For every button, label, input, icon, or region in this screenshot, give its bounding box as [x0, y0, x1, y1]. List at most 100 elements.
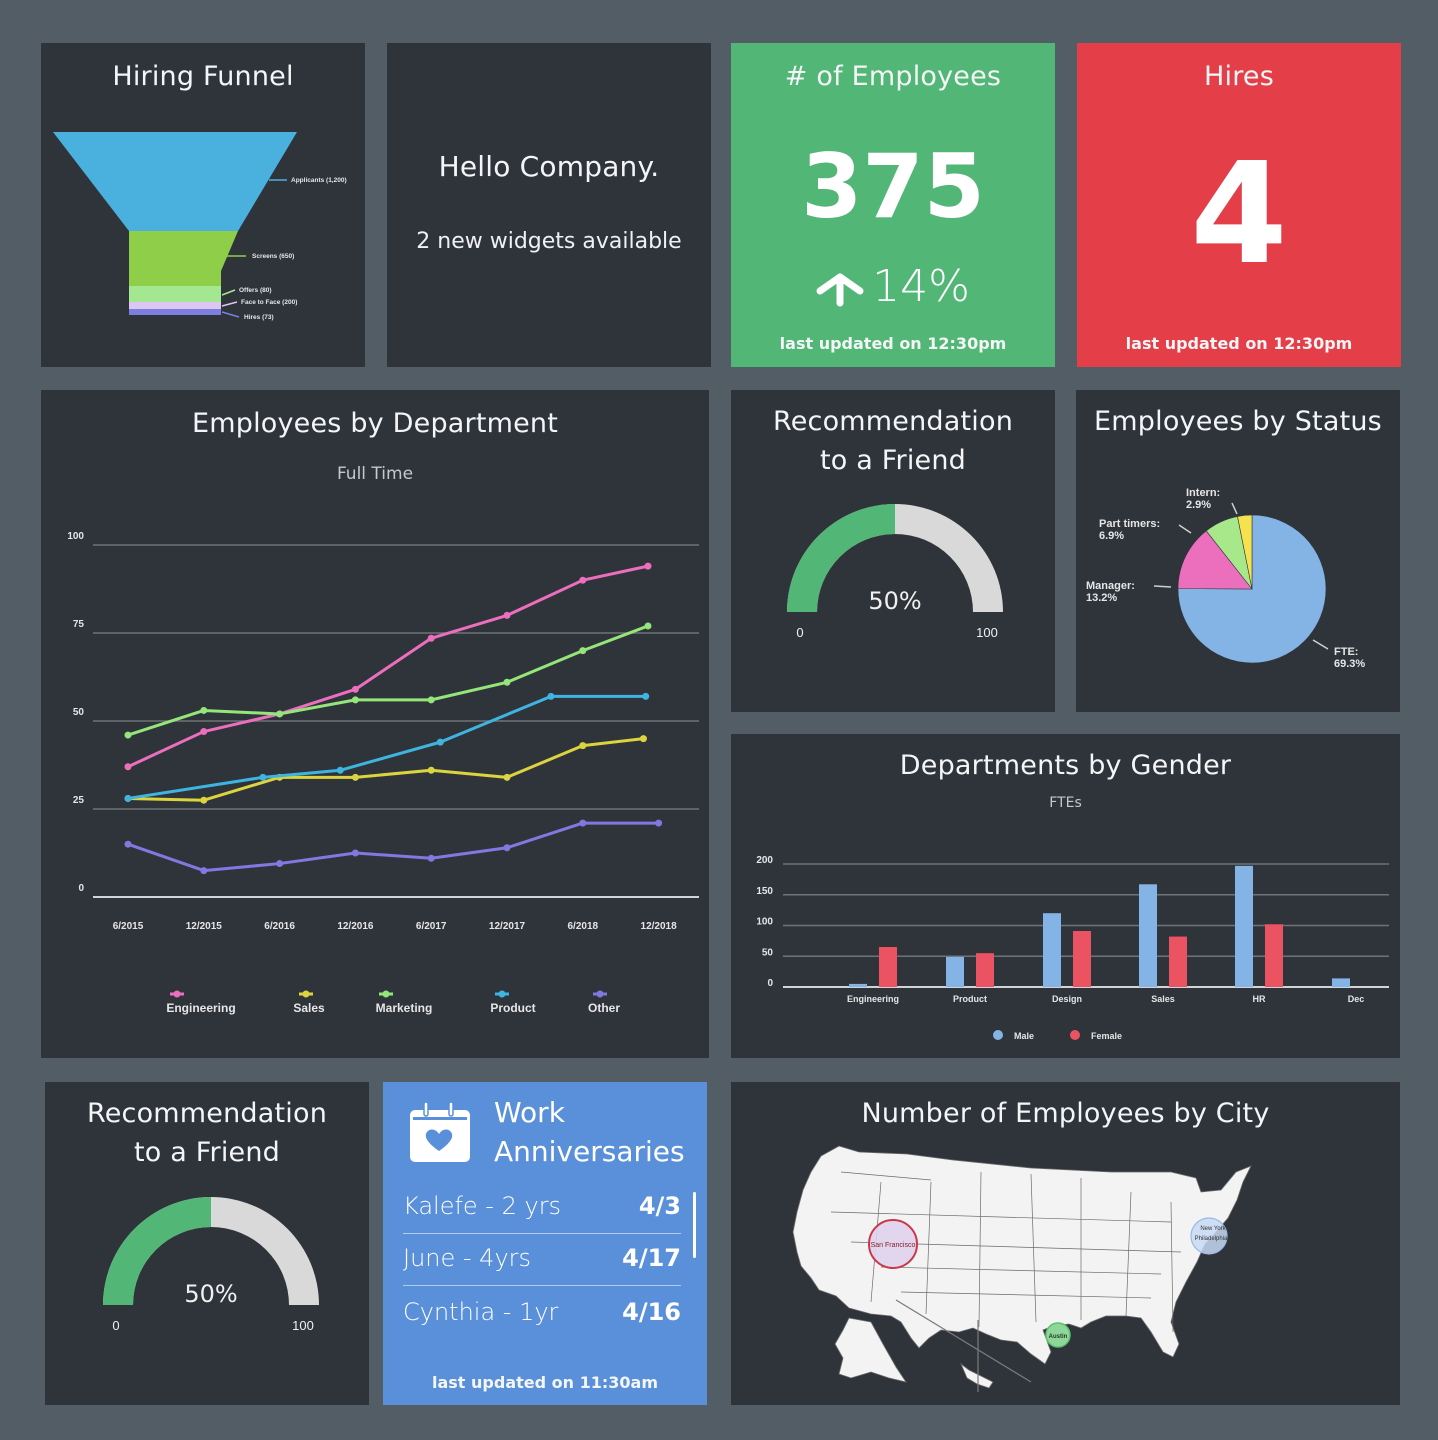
data-point-engineering	[503, 611, 511, 619]
us-map[interactable]: San Francisco New York Philadelphia Aust…	[731, 1082, 1400, 1405]
legend-label: Engineering	[166, 1001, 235, 1015]
list-scrollbar[interactable]	[693, 1192, 696, 1258]
gauge-min-label: 0	[112, 1318, 119, 1333]
legend-swatch	[1070, 1030, 1080, 1040]
bar-male	[1332, 978, 1350, 987]
recommendation-title-line1: Recommendation	[772, 406, 1014, 437]
x-tick-label: Sales	[1151, 994, 1175, 1004]
city-label-austin: Austin	[1049, 1334, 1068, 1340]
data-point-sales	[427, 766, 435, 774]
anniversary-item[interactable]: Kalefe - 2 yrs 4/3	[403, 1182, 681, 1234]
employees-change-value: 14%	[872, 261, 970, 312]
data-point-other	[351, 849, 359, 857]
gauge-value: 50%	[868, 587, 921, 615]
y-tick-label: 0	[78, 883, 84, 894]
funnel-leader-line	[221, 311, 240, 318]
data-point-other	[655, 819, 663, 827]
series-line-product	[127, 694, 646, 800]
map-inset-divider	[895, 1299, 1032, 1383]
city-label-philadelphia: Philadelphia	[1195, 1236, 1228, 1242]
line-chart: 0 25 50 75 100 6/2015 12/2015 6/2016 12/2016 6/20…	[67, 531, 699, 1015]
pie-chart: FTE:69.3% Manager:13.2% Part timers:6.9% In…	[1086, 487, 1365, 670]
pie-value: 13.2%	[1086, 592, 1117, 604]
city-label-san-francisco: San Francisco	[871, 1242, 916, 1249]
data-point-product	[124, 794, 132, 802]
anniversary-item[interactable]: June - 4yrs 4/17	[403, 1234, 681, 1286]
recommendation-title-line2: to a Friend	[133, 1137, 281, 1168]
funnel-segment	[129, 231, 238, 286]
departments-by-gender-widget: Departments by Gender FTEs 0 50 100 150 200 E…	[731, 734, 1400, 1058]
anniversary-item[interactable]: Cynthia - 1yr 4/16	[403, 1288, 681, 1340]
anniversary-date: 4/16	[622, 1298, 681, 1326]
hires-updated: last updated on 12:30pm	[1125, 334, 1353, 353]
y-tick-label: 100	[67, 531, 84, 542]
pie-leader-line	[1231, 502, 1238, 515]
pie-label: Part timers:	[1099, 518, 1160, 530]
anniversaries-title-line2: Anniversaries	[494, 1135, 685, 1168]
x-tick-label: 12/2018	[641, 921, 678, 932]
data-point-product	[436, 738, 444, 746]
legend-swatch-dot	[596, 990, 604, 998]
data-point-other	[200, 867, 208, 875]
pie-leader-line	[1153, 585, 1172, 588]
data-point-product	[547, 692, 555, 700]
bar-chart: 0 50 100 150 200 Engineering Product Design Sale…	[756, 855, 1389, 1041]
data-point-sales	[579, 742, 587, 750]
gauge-chart: 50% 0 100	[103, 1197, 319, 1333]
pie-slice	[1177, 514, 1327, 664]
data-point-sales	[200, 796, 208, 804]
data-point-other	[276, 860, 284, 868]
employees-updated: last updated on 12:30pm	[779, 334, 1007, 353]
anniversaries-updated: last updated on 11:30am	[432, 1373, 658, 1392]
anniversary-name: Kalefe - 2 yrs	[403, 1192, 562, 1220]
city-map-title: Number of Employees by City	[861, 1098, 1270, 1129]
data-point-product	[336, 766, 344, 774]
data-point-marketing	[503, 678, 511, 686]
anniversary-date: 4/17	[622, 1244, 681, 1272]
hello-subtitle: 2 new widgets available	[416, 229, 682, 254]
calendar-heart-icon	[410, 1101, 470, 1162]
x-tick-label: Product	[953, 994, 987, 1004]
pie-label: Intern:	[1186, 487, 1220, 499]
data-point-engineering	[351, 685, 359, 693]
bar-female	[1265, 924, 1283, 987]
hello-title: Hello Company.	[438, 150, 660, 183]
legend-label: Sales	[293, 1001, 325, 1015]
data-point-marketing	[579, 647, 587, 655]
x-tick-label: Engineering	[847, 994, 899, 1004]
gauge-chart: 50% 0 100	[787, 504, 1003, 640]
y-tick-label: 25	[73, 795, 85, 806]
hiring-funnel-title: Hiring Funnel	[112, 61, 294, 92]
hires-kpi-widget: Hires 4 last updated on 12:30pm	[1077, 43, 1401, 367]
pie-slice	[1177, 530, 1253, 590]
legend-swatch-dot	[173, 990, 181, 998]
bar-female	[1169, 936, 1187, 987]
anniversaries-list[interactable]: Kalefe - 2 yrs 4/3 June - 4yrs 4/17 Cynt…	[383, 1182, 707, 1362]
recommendation-title-line2: to a Friend	[819, 445, 967, 476]
map-hawaii	[960, 1362, 994, 1389]
employees-kpi-title: # of Employees	[784, 61, 1002, 92]
y-tick-label: 0	[767, 978, 773, 989]
city-marker-new-york[interactable]: New York Philadelphia	[1190, 1217, 1228, 1255]
funnel-segment	[53, 132, 297, 231]
anniversary-date: 4/3	[638, 1192, 681, 1220]
city-marker-san-francisco[interactable]: San Francisco	[868, 1219, 918, 1269]
data-point-product	[259, 773, 267, 781]
x-tick-label: 12/2015	[186, 921, 223, 932]
anniversaries-title-line1: Work	[494, 1096, 565, 1129]
funnel-label: Screens (650)	[252, 253, 294, 260]
y-tick-label: 75	[73, 619, 85, 630]
city-marker-austin[interactable]: Austin	[1045, 1322, 1071, 1348]
bar-male	[1043, 913, 1061, 987]
employees-count: 375	[801, 135, 985, 238]
y-tick-label: 50	[73, 707, 85, 718]
bar-female	[976, 953, 994, 987]
hiring-funnel-widget: Hiring Funnel Applicants (1,200) Screens …	[41, 43, 365, 367]
series-line-other	[127, 821, 659, 873]
funnel-segment	[129, 302, 221, 309]
data-point-engineering	[644, 562, 652, 570]
pie-value: 2.9%	[1186, 499, 1211, 511]
pie-label: Manager:	[1086, 580, 1135, 592]
funnel-leader-line	[221, 289, 236, 296]
bar-male	[849, 983, 867, 987]
